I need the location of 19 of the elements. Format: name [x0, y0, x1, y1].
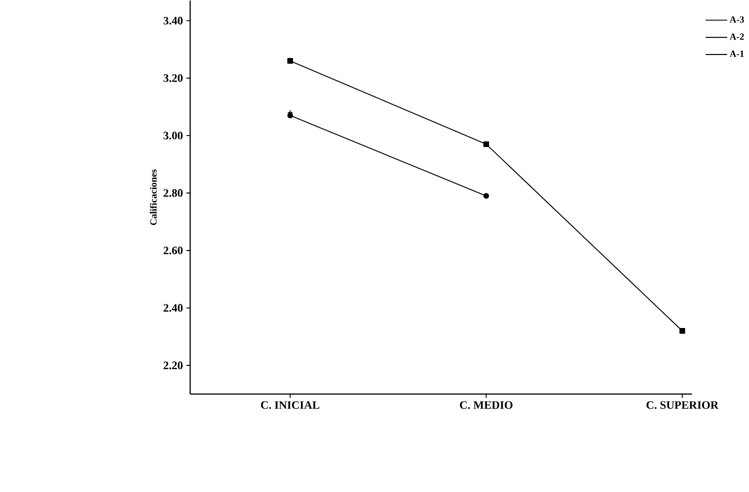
- legend-label: A-3: [730, 16, 744, 23]
- point: [483, 193, 490, 199]
- x-tick-label: C. SUPERIOR: [646, 401, 719, 410]
- y-axis-title: Calificaciones: [150, 170, 157, 226]
- legend-label: A-1: [730, 50, 744, 58]
- point: [287, 58, 294, 64]
- x-tick-label: C. MEDIO: [460, 401, 512, 410]
- y-tick-label: 3.20: [164, 74, 183, 82]
- y-tick-label: 3.40: [164, 16, 183, 25]
- point: [483, 141, 490, 148]
- y-tick-label: 2.60: [164, 246, 183, 254]
- x-tick-label: C. INICIAL: [261, 401, 320, 410]
- point: [287, 112, 294, 118]
- y-tick-label: 2.40: [164, 304, 183, 312]
- y-tick-label: 2.20: [164, 362, 183, 370]
- legend-label: A-2: [730, 34, 744, 40]
- y-tick-label: 2.80: [164, 189, 183, 197]
- point: [679, 328, 686, 334]
- y-tick-label: 3.00: [164, 132, 183, 140]
